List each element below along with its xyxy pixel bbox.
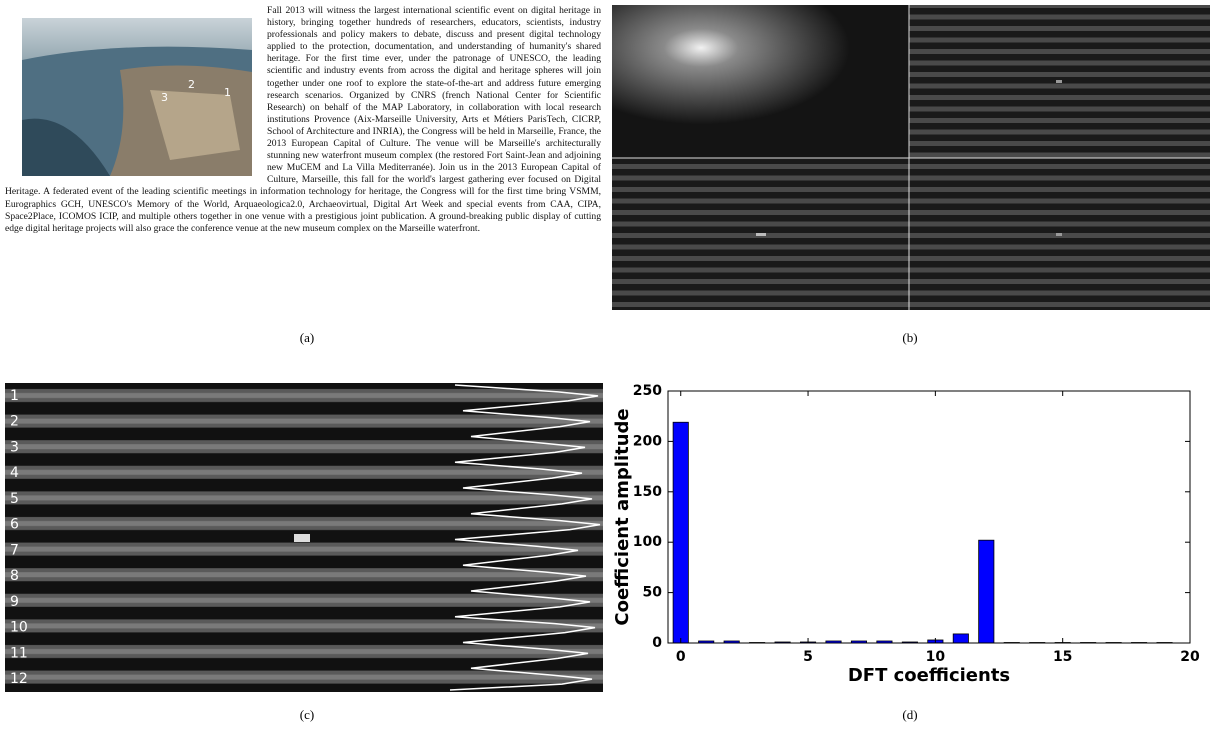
row-label: 4 (10, 465, 19, 481)
y-tick-label: 200 (633, 433, 662, 449)
x-axis-label: DFT coefficients (848, 665, 1010, 686)
x-tick-label: 0 (676, 649, 686, 665)
row-label: 11 (10, 645, 28, 661)
row-label: 8 (10, 568, 19, 584)
caption: (d) (902, 707, 917, 722)
photo-label: 1 (224, 86, 231, 99)
dft-image (612, 5, 1210, 310)
y-tick-label: 150 (633, 484, 662, 500)
row-label: 9 (10, 594, 19, 610)
row-label: 5 (10, 491, 19, 507)
paragraph-text: Fall 2013 will witness the largest inter… (5, 5, 601, 234)
row-label: 12 (10, 671, 28, 687)
caption: (b) (902, 330, 917, 345)
plot-frame (667, 390, 1191, 644)
photo-label: 3 (161, 91, 168, 104)
x-tick-label: 5 (803, 649, 813, 665)
row-label: 10 (10, 620, 28, 636)
photo-label: 2 (188, 78, 195, 91)
row-label: 3 (10, 439, 19, 455)
row-label: 2 (10, 414, 19, 430)
caption: (a) (300, 330, 314, 345)
row-label: 7 (10, 542, 19, 558)
y-tick-label: 100 (633, 534, 662, 550)
chart: 0 50 100 150 200 250 0 5 10 15 20 DFT coefficients C… (612, 383, 1200, 686)
y-tick-label: 250 (633, 383, 662, 399)
y-axis-label: Coefficient amplitude (612, 408, 633, 625)
row-label: 1 (10, 388, 19, 404)
x-tick-label: 15 (1053, 649, 1072, 665)
row-label: 6 (10, 517, 19, 533)
bar (978, 539, 995, 644)
x-tick-label: 10 (926, 649, 946, 665)
caption: (c) (300, 707, 314, 722)
photo: 1 2 3 (22, 18, 252, 177)
y-tick-label: 50 (643, 585, 663, 601)
bar (952, 633, 969, 644)
bar (672, 421, 689, 644)
y-tick-label: 0 (652, 635, 662, 651)
paragraph: Fall 2013 will witness the largest inter… (5, 5, 601, 235)
x-tick-label: 20 (1180, 649, 1200, 665)
